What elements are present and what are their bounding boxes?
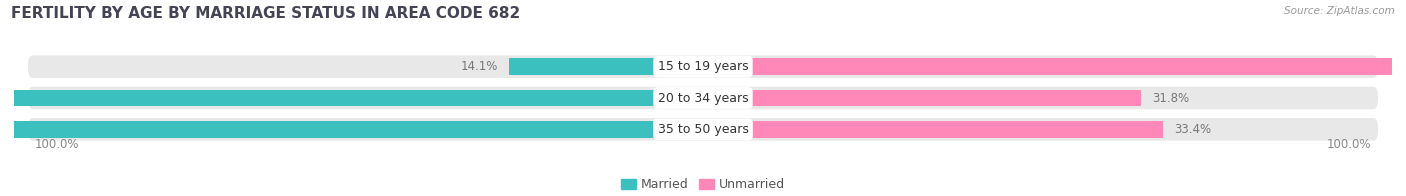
Bar — [509, 58, 703, 75]
Bar — [0, 121, 703, 138]
FancyBboxPatch shape — [28, 55, 1378, 78]
Legend: Married, Unmarried: Married, Unmarried — [616, 173, 790, 196]
Text: 14.1%: 14.1% — [460, 60, 498, 73]
Text: 31.8%: 31.8% — [1152, 92, 1189, 104]
Text: FERTILITY BY AGE BY MARRIAGE STATUS IN AREA CODE 682: FERTILITY BY AGE BY MARRIAGE STATUS IN A… — [11, 6, 520, 21]
Bar — [703, 58, 1406, 75]
FancyBboxPatch shape — [28, 87, 1378, 109]
Text: 100.0%: 100.0% — [1327, 138, 1371, 151]
Text: 20 to 34 years: 20 to 34 years — [658, 92, 748, 104]
FancyBboxPatch shape — [28, 118, 1378, 141]
Text: 100.0%: 100.0% — [35, 138, 79, 151]
Text: 35 to 50 years: 35 to 50 years — [658, 123, 748, 136]
Text: 15 to 19 years: 15 to 19 years — [658, 60, 748, 73]
Bar — [703, 90, 1142, 106]
Bar — [703, 121, 1163, 138]
Text: Source: ZipAtlas.com: Source: ZipAtlas.com — [1284, 6, 1395, 16]
Text: 33.4%: 33.4% — [1174, 123, 1212, 136]
Bar — [0, 90, 703, 106]
